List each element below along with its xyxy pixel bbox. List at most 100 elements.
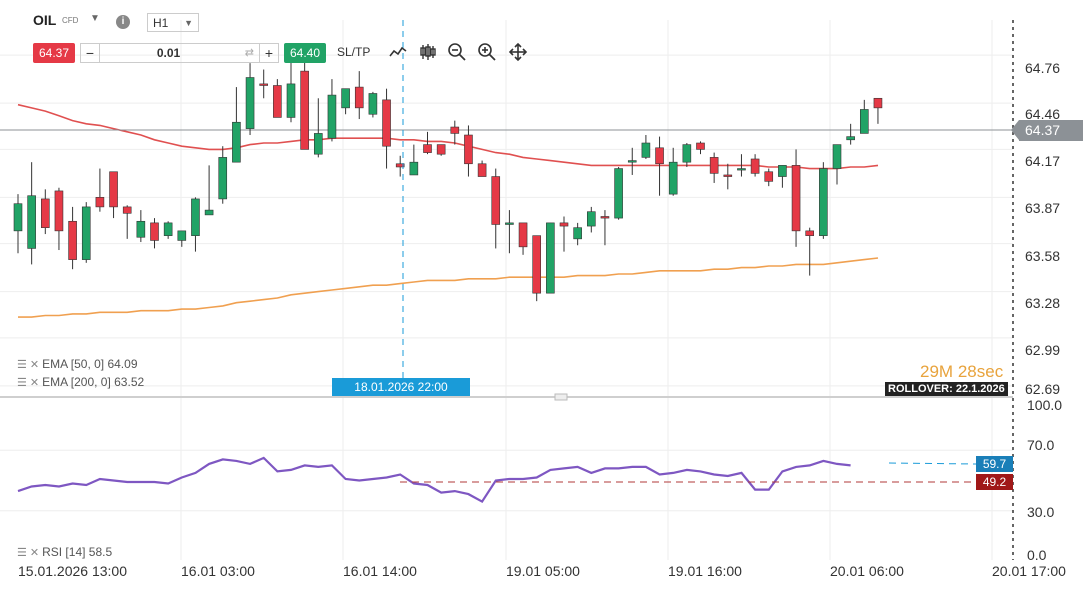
candle-body: [819, 168, 828, 236]
close-icon[interactable]: ✕: [29, 377, 40, 389]
candle-body: [163, 222, 173, 236]
candle-body: [464, 134, 473, 165]
sell-price-button[interactable]: 64.37: [33, 43, 75, 63]
candle-body: [586, 211, 596, 227]
candle-body: [286, 83, 296, 118]
ema50-legend[interactable]: ☰ ✕ EMA [50, 0] 64.09: [17, 357, 138, 371]
timer-seconds-unit: sec: [976, 362, 1004, 381]
x-axis-label: 16.01 14:00: [343, 563, 417, 579]
line-chart-icon[interactable]: [388, 42, 408, 62]
candle-body: [614, 168, 623, 219]
candle-body: [354, 86, 364, 109]
zoom-out-icon[interactable]: [447, 42, 467, 62]
candle-body: [40, 198, 50, 228]
candle-body: [737, 168, 746, 171]
candle-body: [382, 99, 391, 147]
candle-body: [778, 165, 787, 177]
x-axis-label: 15.01.2026 13:00: [18, 563, 127, 579]
candle-body: [218, 157, 228, 200]
candle-body: [832, 144, 842, 169]
info-icon[interactable]: i: [116, 15, 130, 29]
candle-body: [655, 147, 664, 165]
candle-body: [68, 220, 77, 260]
x-axis-label: 19.01 05:00: [506, 563, 580, 579]
candlesticks: [13, 50, 883, 302]
candle-body: [805, 230, 815, 236]
candle-body: [327, 94, 337, 139]
quantity-input[interactable]: 0.01: [156, 46, 181, 60]
zoom-in-icon[interactable]: [477, 42, 497, 62]
candle-body: [791, 165, 801, 232]
ema200-legend[interactable]: ☰ ✕ EMA [200, 0] 63.52: [17, 375, 144, 389]
toolbar: OIL CFD ▼ i H1 ▼ 64.37 − 0.01 ⇄ + 64.40 S…: [0, 0, 1089, 70]
x-axis-label: 20.01 06:00: [830, 563, 904, 579]
increase-button[interactable]: +: [259, 44, 278, 62]
candle-timer: 29M 28sec: [920, 362, 1003, 382]
settings-lines-icon[interactable]: ☰: [17, 377, 27, 389]
candle-body: [436, 144, 446, 155]
candle-body: [273, 85, 282, 118]
rsi-current-badge: 59.7: [976, 456, 1013, 472]
y-axis-label: 64.46: [1025, 106, 1061, 122]
candle-body: [191, 198, 200, 236]
y-axis-label: 62.99: [1025, 342, 1061, 358]
candle-body: [368, 93, 378, 115]
candle-body: [109, 171, 118, 208]
candle-body: [846, 136, 855, 141]
candle-body: [245, 77, 255, 129]
buy-price-button[interactable]: 64.40: [284, 43, 326, 63]
candle-body: [150, 222, 159, 241]
candle-body: [54, 190, 64, 232]
candle-body: [682, 144, 692, 163]
ema50-path: [17, 103, 879, 170]
swap-icon[interactable]: ⇄: [244, 47, 254, 59]
candle-chart-icon[interactable]: [418, 42, 438, 62]
settings-lines-icon[interactable]: ☰: [17, 547, 27, 559]
candle-body: [95, 197, 105, 208]
y-axis-label: 64.76: [1025, 60, 1061, 76]
candle-body: [81, 206, 91, 260]
ema200-line: [18, 257, 879, 318]
candle-body: [641, 142, 651, 158]
quantity-stepper[interactable]: − 0.01 ⇄ +: [80, 43, 279, 63]
candle-body: [395, 163, 405, 168]
pane-resize-handle[interactable]: [554, 393, 568, 401]
symbol-type: CFD: [62, 16, 79, 25]
candle-body: [477, 163, 487, 177]
crosshair-date-label: 18.01.2026 22:00: [332, 378, 470, 396]
candle-body: [627, 160, 637, 163]
y-axis-label: 63.87: [1025, 200, 1061, 216]
candle-body: [600, 216, 610, 219]
ema50-line: [17, 103, 879, 170]
close-icon[interactable]: ✕: [29, 359, 40, 371]
candle-body: [491, 176, 501, 225]
rsi-axis-label: 0.0: [1027, 547, 1047, 563]
rsi-axis-label: 30.0: [1027, 504, 1055, 520]
decrease-button[interactable]: −: [81, 44, 100, 62]
ema200-label: EMA [200, 0] 63.52: [42, 375, 145, 389]
x-axis-label: 19.01 16:00: [668, 563, 742, 579]
settings-lines-icon[interactable]: ☰: [17, 359, 27, 371]
candle-body: [122, 206, 132, 214]
symbol-name[interactable]: OIL: [33, 12, 57, 28]
y-axis-label: 64.17: [1025, 153, 1061, 169]
candle-body: [873, 97, 883, 109]
candle-body: [764, 171, 774, 182]
candle-body: [450, 126, 460, 134]
rsi-line: [17, 456, 851, 504]
candle-body: [709, 157, 719, 174]
rsi-legend[interactable]: ☰ ✕ RSI [14] 58.5: [17, 545, 112, 559]
candle-body: [177, 230, 187, 241]
move-icon[interactable]: [508, 42, 528, 62]
candle-body: [750, 158, 760, 174]
ema50-label: EMA [50, 0] 64.09: [42, 357, 138, 371]
rsi-path: [17, 456, 851, 504]
chevron-down-icon[interactable]: ▼: [90, 13, 100, 24]
sltp-button[interactable]: SL/TP: [337, 45, 371, 59]
candle-body: [423, 144, 432, 153]
timeframe-select[interactable]: H1 ▼: [147, 13, 199, 32]
candle-body: [27, 195, 36, 249]
candle-body: [696, 142, 705, 150]
close-icon[interactable]: ✕: [29, 547, 40, 559]
